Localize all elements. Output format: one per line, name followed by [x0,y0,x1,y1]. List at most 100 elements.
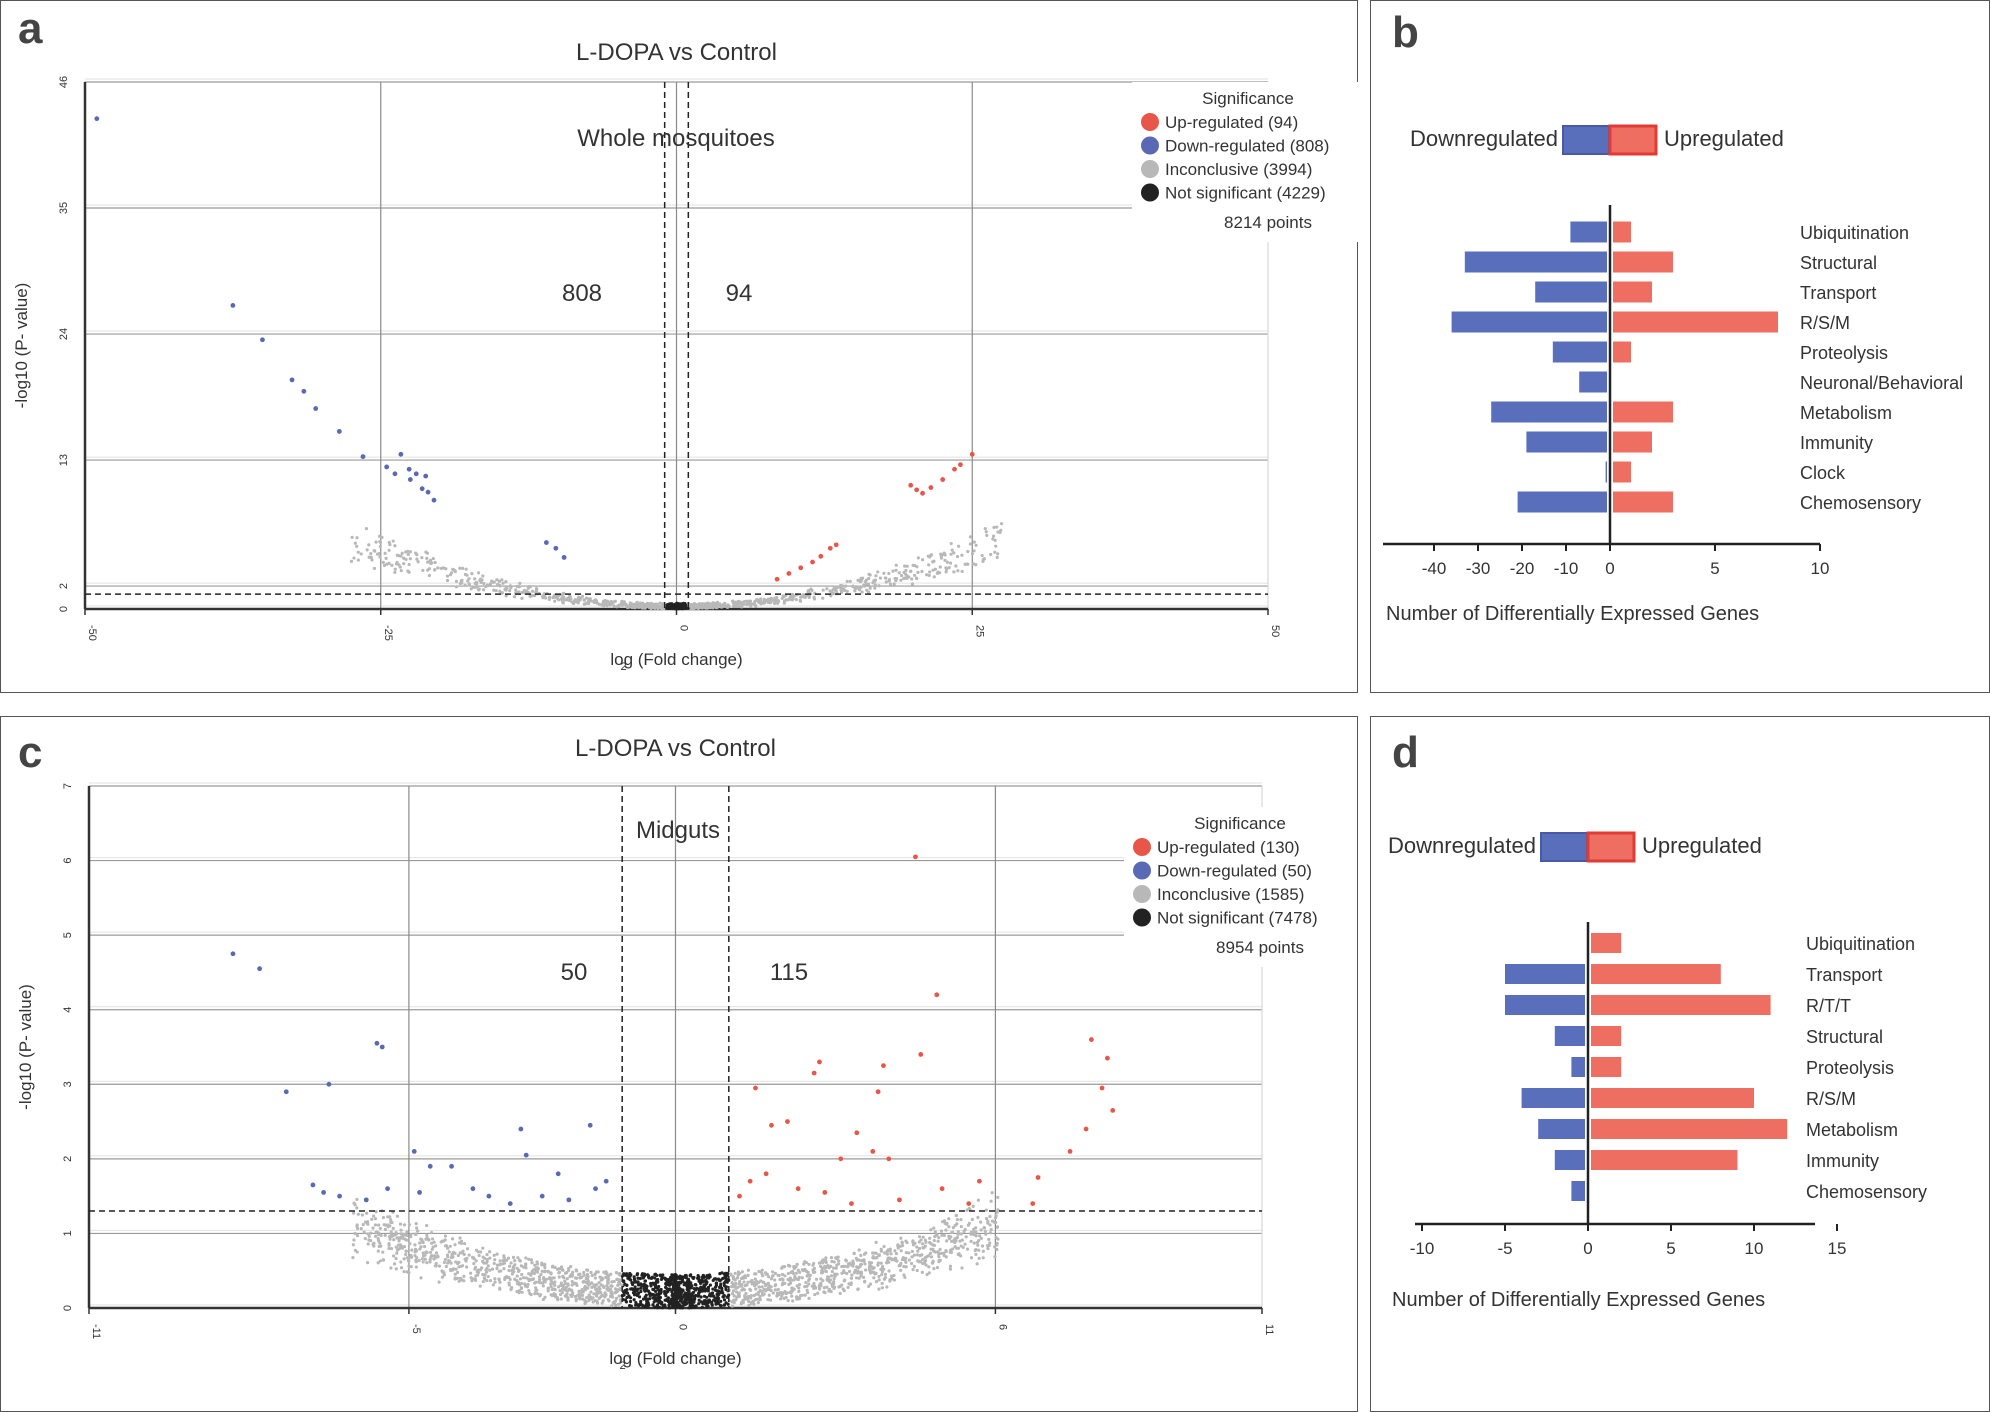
point-inconclusive [579,596,583,600]
point-inconclusive [803,1284,807,1289]
up-count-label: 94 [726,280,753,307]
point-inconclusive [965,1247,970,1251]
point-inconclusive [929,553,934,557]
point-inconclusive [877,1253,881,1257]
point-inconclusive [565,1292,569,1296]
point-inconclusive [812,597,817,601]
point-inconclusive [570,1274,574,1278]
point-inconclusive [979,1236,983,1241]
point-inconclusive [574,1299,578,1303]
point-inconclusive [408,1242,412,1246]
x-tick-label: 0 [677,1324,689,1330]
point-inconclusive [880,1270,885,1274]
point-inconclusive [569,1265,573,1269]
point-inconclusive [378,540,382,544]
x-axis-label-subscript: 2 [619,1360,625,1372]
point-inconclusive [660,603,664,607]
point-inconclusive [529,1258,534,1262]
point-inconclusive [913,573,917,577]
point-inconclusive [848,579,852,583]
point-inconclusive [820,1271,825,1275]
point-inconclusive [788,1264,792,1268]
point-inconclusive [975,1262,979,1266]
point-up-regulated [952,466,957,472]
point-inconclusive [483,1273,487,1277]
point-inconclusive [521,1276,526,1280]
point-inconclusive [795,1295,799,1299]
points-count-label: 8954 points [1216,938,1304,957]
point-inconclusive [983,526,987,531]
point-down-regulated [313,406,319,411]
point-inconclusive [534,1266,538,1270]
point-not-significant [634,1301,638,1305]
point-inconclusive [391,1226,395,1230]
point-inconclusive [765,1272,769,1276]
point-inconclusive [604,1275,608,1280]
chart-subtitle: Whole mosquitoes [577,125,774,152]
point-inconclusive [904,1265,908,1269]
point-inconclusive [832,1266,836,1270]
point-inconclusive [532,1271,537,1276]
point-inconclusive [860,590,864,594]
point-inconclusive [408,550,412,554]
point-inconclusive [458,1236,462,1240]
point-inconclusive [736,1294,740,1299]
point-inconclusive [842,588,846,592]
point-up-regulated [747,1178,753,1184]
x-axis-label: log (Fold change) [609,1349,741,1368]
point-inconclusive [520,1272,524,1277]
point-not-significant [634,1303,638,1307]
point-inconclusive [972,549,976,553]
point-inconclusive [387,1243,391,1247]
point-inconclusive [485,583,490,587]
point-inconclusive [414,1265,418,1269]
point-inconclusive [402,562,406,566]
point-inconclusive [980,553,984,558]
bar-upregulated [1591,964,1721,984]
point-inconclusive [996,552,1000,556]
point-inconclusive [580,1297,585,1301]
point-inconclusive [884,576,888,580]
point-inconclusive [876,570,880,574]
point-not-significant [673,1285,677,1289]
point-inconclusive [552,1276,556,1280]
legend-item-not-significant: Not significant (7478) [1157,909,1318,928]
point-inconclusive [812,1261,816,1266]
point-not-significant [699,1300,703,1304]
point-up-regulated [977,1178,982,1184]
point-up-regulated [786,571,792,576]
point-inconclusive [963,1242,967,1246]
point-not-significant [705,1303,709,1307]
point-not-significant [624,1300,629,1304]
point-inconclusive [882,1244,886,1249]
point-inconclusive [732,1298,736,1302]
legend-label-upregulated: Upregulated [1664,126,1784,151]
point-inconclusive [757,1285,761,1289]
point-inconclusive [740,605,744,609]
point-not-significant [656,1306,660,1310]
point-inconclusive [821,588,825,592]
point-inconclusive [956,569,960,573]
point-inconclusive [977,1248,981,1252]
point-inconclusive [753,1277,757,1281]
point-inconclusive [947,1236,952,1241]
legend-marker-down [1141,136,1159,155]
point-down-regulated [230,303,236,308]
point-inconclusive [990,1219,994,1223]
point-inconclusive [941,1220,945,1224]
point-inconclusive [351,1243,355,1247]
point-not-significant [679,1281,683,1285]
point-not-significant [725,1273,729,1277]
point-inconclusive [382,1223,386,1227]
legend-swatch-downregulated [1562,125,1610,155]
point-inconclusive [910,582,915,586]
point-inconclusive [434,1251,439,1255]
point-not-significant [636,1283,641,1287]
point-inconclusive [955,554,960,559]
chart-title: L-DOPA vs Control [576,39,777,66]
point-up-regulated [969,451,975,457]
point-inconclusive [451,1255,455,1259]
point-inconclusive [944,1228,948,1232]
point-not-significant [714,1281,718,1286]
point-inconclusive [884,580,888,584]
